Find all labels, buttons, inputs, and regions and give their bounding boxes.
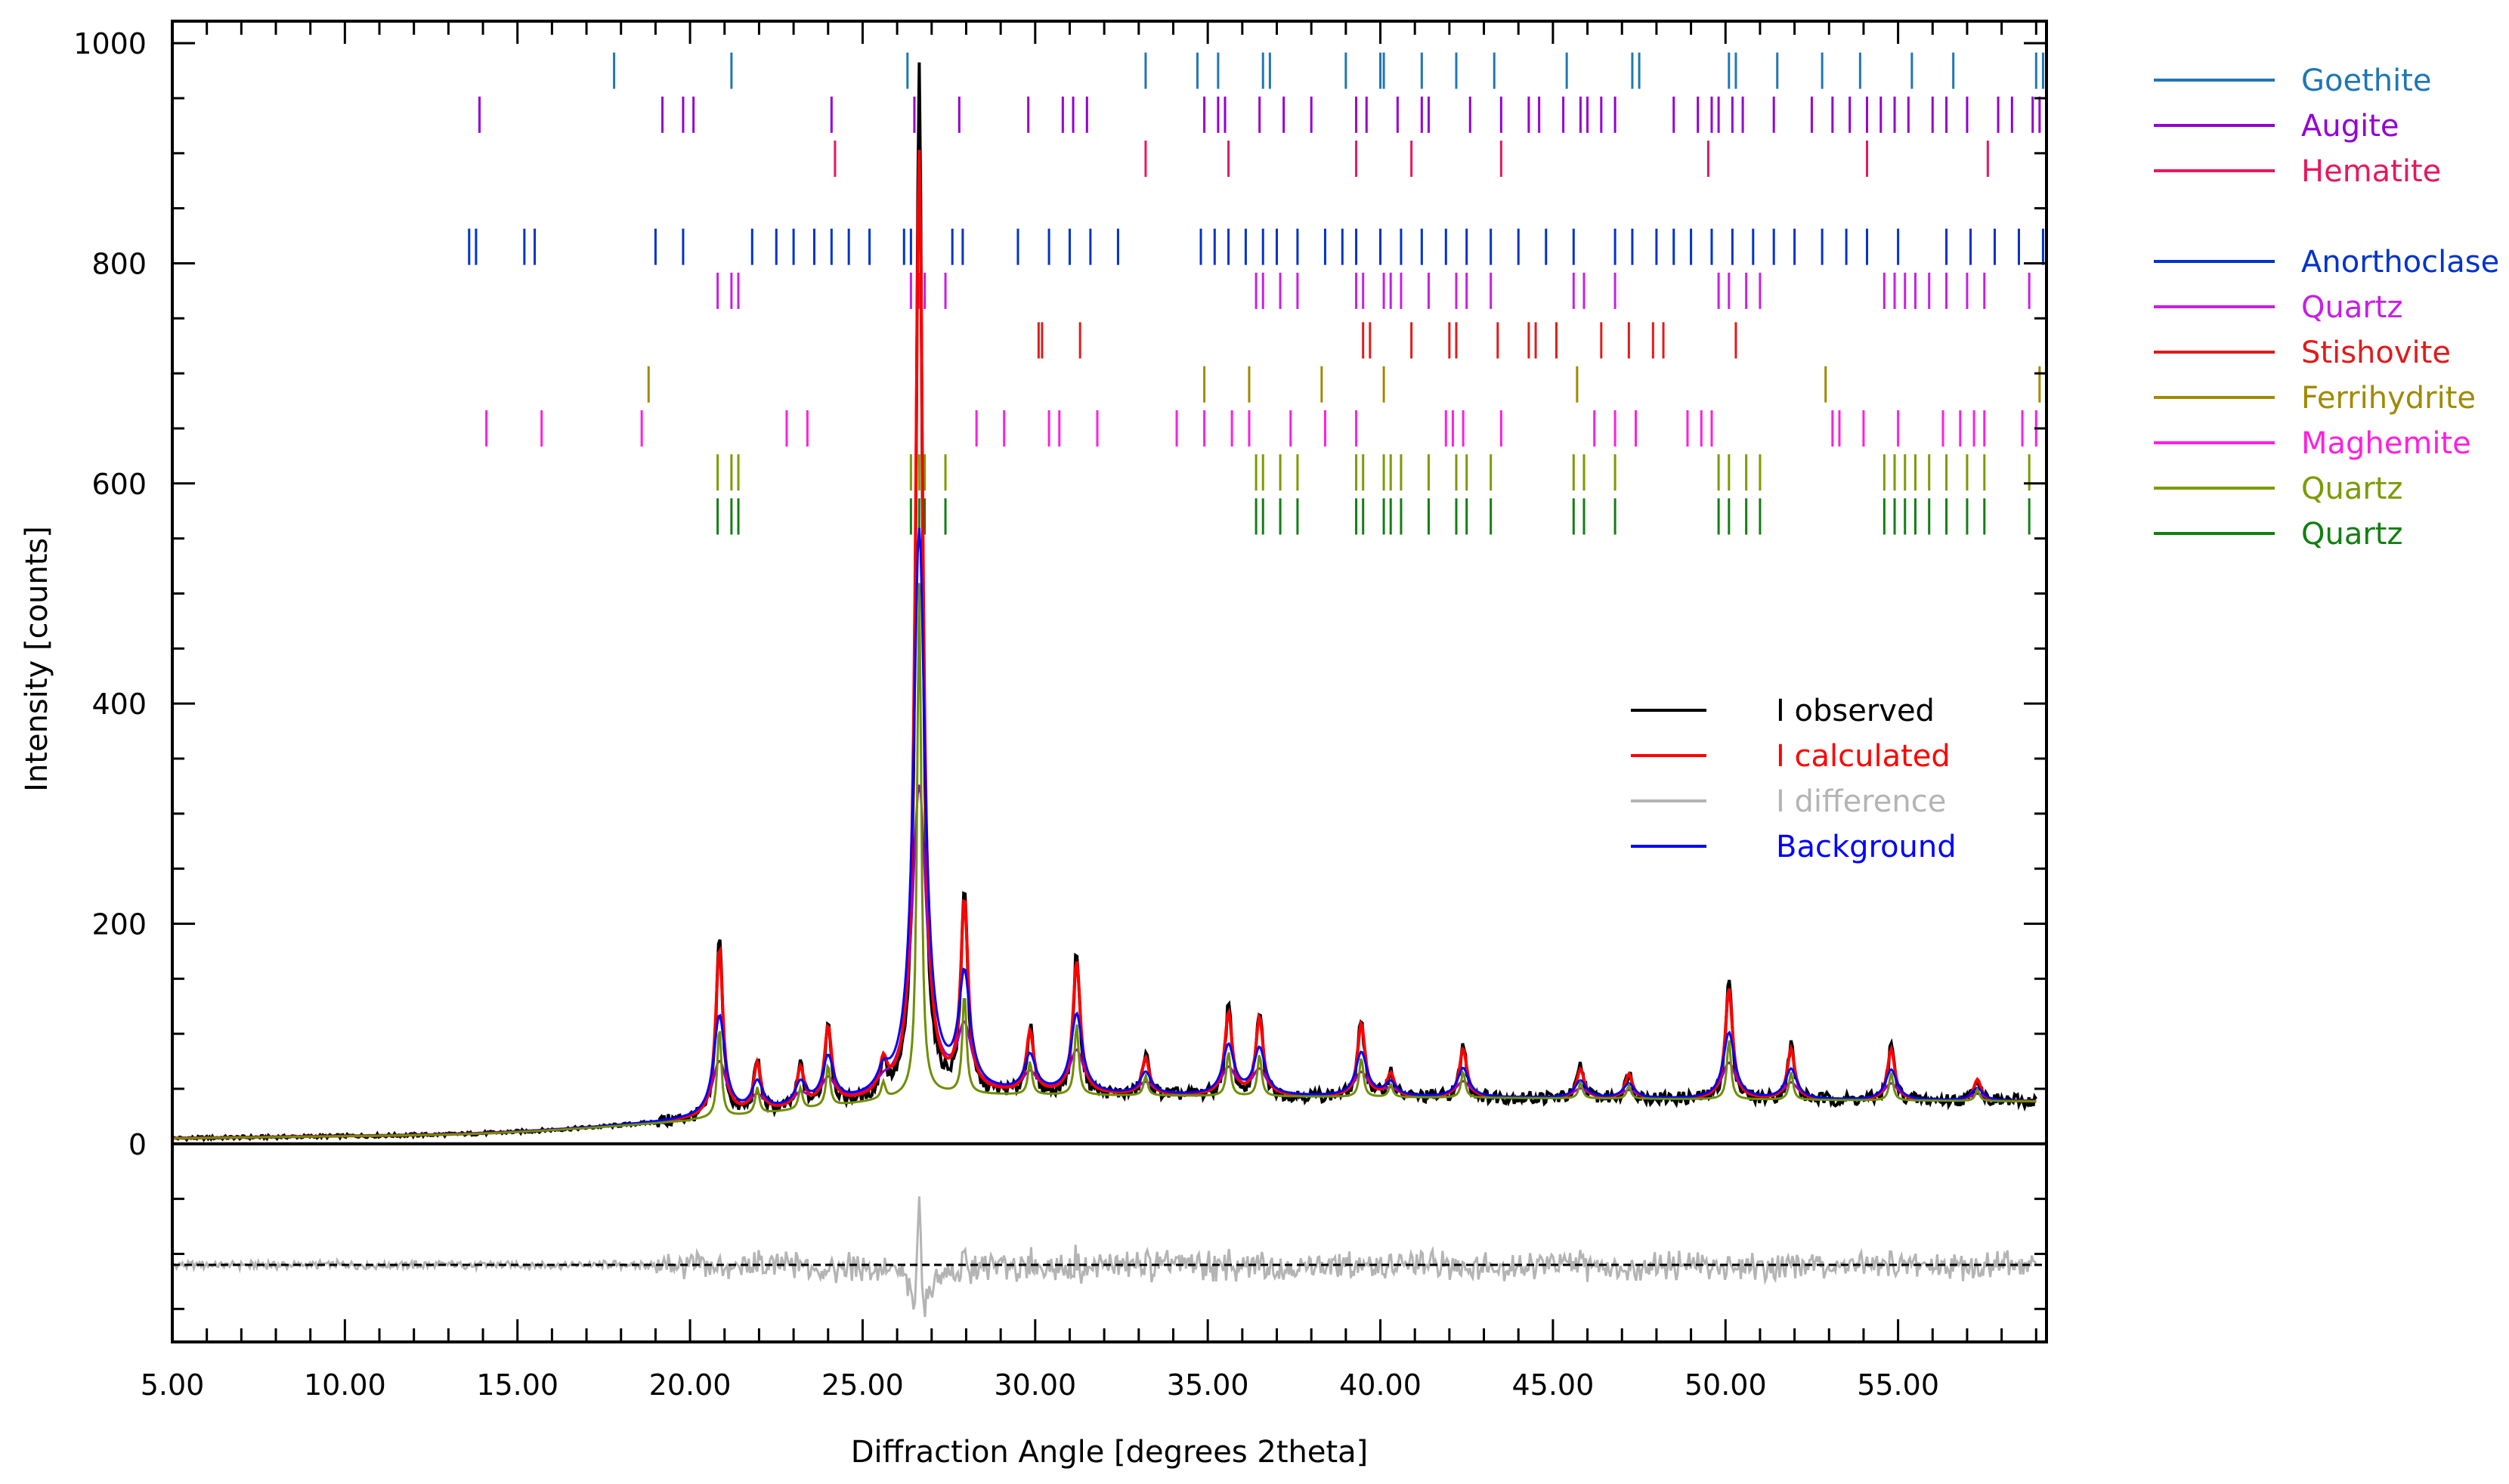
plot-frame <box>171 20 2048 1343</box>
phase-profile-line <box>172 784 2037 1139</box>
y-tick-label: 800 <box>91 247 147 280</box>
x-tick-label: 40.00 <box>1339 1368 1422 1402</box>
legend: I observed I calculated I difference Backgr… <box>1631 694 1957 864</box>
x-tick-label: 30.00 <box>994 1368 1076 1402</box>
observed-line <box>171 62 2037 1142</box>
calculated-line <box>172 150 2037 1140</box>
x-tick-label: 15.00 <box>476 1368 558 1402</box>
phase-marker-layer <box>468 52 2048 535</box>
x-axis-label: Diffraction Angle [degrees 2theta] <box>851 1435 1369 1470</box>
phase-legend: Goethite Augite Hematite Anorthoclase Quartz… <box>2154 63 2499 552</box>
y-tick-label: 0 <box>128 1128 147 1161</box>
y-tick-label: 200 <box>91 907 147 941</box>
phase-legend-label: Quartz <box>2301 471 2402 506</box>
phase-markers-anorthoclase <box>468 228 2044 265</box>
phase-legend-label: Quartz <box>2301 290 2402 325</box>
x-tick-label: 10.00 <box>304 1368 386 1402</box>
series-layer <box>171 62 2037 1318</box>
phase-markers-quartz <box>716 454 2031 491</box>
legend-label: Background <box>1776 830 1957 864</box>
quartz-profile-line <box>172 583 2037 1139</box>
legend-label: I difference <box>1776 784 1946 819</box>
phase-legend-label: Augite <box>2301 109 2399 144</box>
y-axis-label: Intensity [counts] <box>20 526 54 792</box>
background-line <box>172 527 2037 1139</box>
phase-markers-ferrihydrite <box>647 366 2041 403</box>
phase-markers-stishovite <box>1037 322 1737 359</box>
phase-markers-hematite <box>834 141 1989 178</box>
phase-legend-label: Maghemite <box>2301 426 2471 461</box>
legend-label: I observed <box>1776 694 1935 728</box>
phase-markers-goethite <box>613 52 2044 89</box>
phase-markers-quartz <box>716 498 2031 535</box>
x-tick-label: 5.00 <box>141 1368 205 1402</box>
legend-label: I calculated <box>1776 739 1951 774</box>
x-tick-label: 50.00 <box>1685 1368 1767 1402</box>
phase-legend-label: Hematite <box>2301 154 2441 189</box>
phase-markers-augite <box>478 96 2041 133</box>
phase-legend-label: Stishovite <box>2301 335 2451 370</box>
y-tick-label: 400 <box>91 688 147 721</box>
y-tick-label: 600 <box>91 468 147 501</box>
phase-legend-label: Ferrihydrite <box>2301 381 2476 416</box>
axis-ticks: 5.00 10.00 15.00 20.00 25.00 30.00 35.00 40.00 4… <box>73 21 2046 1402</box>
phase-markers-quartz <box>716 272 2031 309</box>
x-tick-label: 20.00 <box>649 1368 732 1402</box>
phase-legend-label: Goethite <box>2301 63 2432 98</box>
phase-legend-label: Quartz <box>2301 517 2402 552</box>
x-tick-label: 25.00 <box>821 1368 904 1402</box>
x-tick-label: 55.00 <box>1857 1368 1939 1402</box>
x-tick-label: 45.00 <box>1511 1368 1594 1402</box>
phase-markers-maghemite <box>485 410 2048 447</box>
y-tick-label: 1000 <box>73 27 147 60</box>
difference-line <box>171 1196 2037 1318</box>
phase-legend-label: Anorthoclase <box>2301 245 2499 280</box>
x-tick-label: 35.00 <box>1167 1368 1249 1402</box>
